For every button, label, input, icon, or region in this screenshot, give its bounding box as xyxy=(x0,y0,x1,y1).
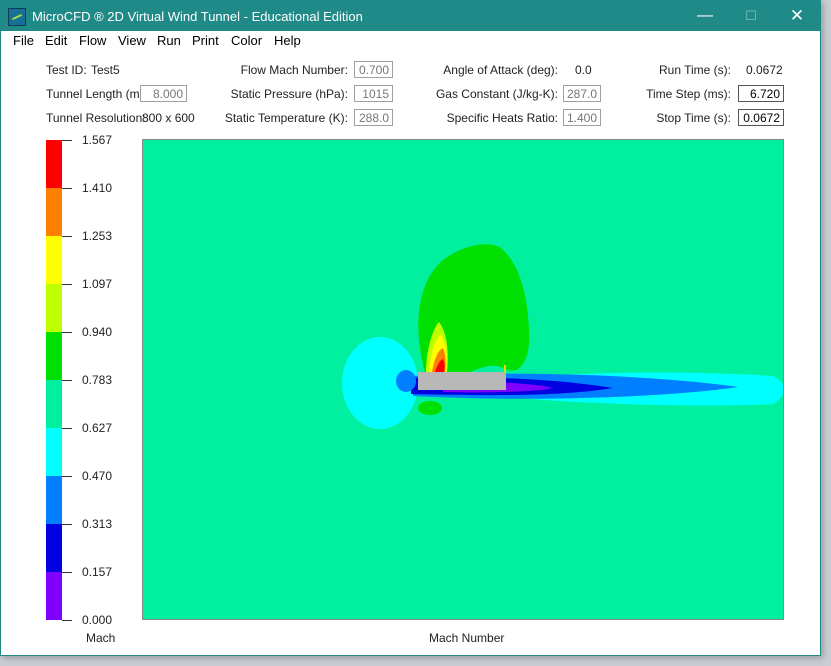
flow-mach-label: Flow Mach Number: xyxy=(240,63,348,77)
legend-label: 0.000 xyxy=(82,613,113,627)
angle-of-attack-value: 0.0 xyxy=(575,63,592,77)
stop-time-field[interactable]: 0.0672 xyxy=(738,109,784,126)
legend-label: 0.783 xyxy=(82,373,113,387)
upstream-low-mach-region xyxy=(342,337,418,429)
static-temperature-label: Static Temperature (K): xyxy=(224,111,348,125)
mach-contour-svg xyxy=(342,244,785,429)
lower-lobe-region xyxy=(418,401,442,415)
legend-tick xyxy=(62,380,72,381)
static-pressure-field[interactable]: 1015 xyxy=(354,85,393,102)
tail-marker xyxy=(504,365,506,373)
window-title: MicroCFD ® 2D Virtual Wind Tunnel - Educ… xyxy=(32,9,363,24)
legend-swatch-8 xyxy=(46,524,62,572)
legend-label: 0.940 xyxy=(82,325,113,339)
title-bar[interactable]: MicroCFD ® 2D Virtual Wind Tunnel - Educ… xyxy=(1,1,820,31)
test-id-value: Test5 xyxy=(91,63,120,77)
legend-label: 0.313 xyxy=(82,517,113,531)
legend-tick xyxy=(62,236,72,237)
menu-run[interactable]: Run xyxy=(157,33,181,48)
static-temperature-field[interactable]: 288.0 xyxy=(354,109,393,126)
legend-swatch-0 xyxy=(46,140,62,188)
legend-swatch-7 xyxy=(46,476,62,524)
tunnel-length-field[interactable]: 8.000 xyxy=(140,85,187,102)
gas-constant-field[interactable]: 287.0 xyxy=(563,85,601,102)
run-time-value: 0.0672 xyxy=(746,63,783,77)
menu-flow[interactable]: Flow xyxy=(79,33,107,48)
menu-help[interactable]: Help xyxy=(274,33,301,48)
legend-tick xyxy=(62,188,72,189)
tunnel-resolution-label: Tunnel Resolution: xyxy=(46,111,146,125)
time-step-field[interactable]: 6.720 xyxy=(738,85,784,102)
menu-edit[interactable]: Edit xyxy=(45,33,68,48)
legend-tick xyxy=(62,524,72,525)
menu-file[interactable]: File xyxy=(13,33,34,48)
flow-field-plot[interactable] xyxy=(142,139,785,620)
legend-label: 1.253 xyxy=(82,229,113,243)
minimize-button[interactable]: — xyxy=(697,7,713,24)
legend-swatch-1 xyxy=(46,188,62,236)
close-button[interactable]: ✕ xyxy=(789,6,805,25)
gas-constant-label: Gas Constant (J/kg-K): xyxy=(435,87,558,101)
legend-title: Mach xyxy=(86,631,116,645)
legend-tick xyxy=(62,476,72,477)
time-step-label: Time Step (ms): xyxy=(646,87,731,101)
specific-heats-label: Specific Heats Ratio: xyxy=(446,111,558,125)
legend-label: 0.157 xyxy=(82,565,113,579)
run-time-label: Run Time (s): xyxy=(658,63,731,77)
airfoil-body xyxy=(418,372,506,390)
menu-print[interactable]: Print xyxy=(192,33,219,48)
legend-swatch-5 xyxy=(46,380,62,428)
maximize-button[interactable]: ☐ xyxy=(745,8,757,23)
color-legend xyxy=(46,140,62,620)
legend-swatch-9 xyxy=(46,572,62,620)
flow-mach-field[interactable]: 0.700 xyxy=(354,61,393,78)
legend-label: 0.470 xyxy=(82,469,113,483)
legend-tick xyxy=(62,620,72,621)
app-icon[interactable] xyxy=(8,8,26,26)
specific-heats-field[interactable]: 1.400 xyxy=(563,109,601,126)
legend-tick xyxy=(62,428,72,429)
legend-swatch-3 xyxy=(46,284,62,332)
menu-bar: File Edit Flow View Run Print Color Help xyxy=(1,31,820,51)
legend-label: 1.567 xyxy=(82,133,113,147)
shock-region-red xyxy=(435,359,445,372)
tunnel-resolution-value: 800 x 600 xyxy=(142,111,195,125)
nose-stagnation-region xyxy=(396,370,416,392)
menu-view[interactable]: View xyxy=(118,33,146,48)
legend-swatch-6 xyxy=(46,428,62,476)
legend-label: 1.410 xyxy=(82,181,113,195)
static-pressure-label: Static Pressure (hPa): xyxy=(230,87,348,101)
app-window: MicroCFD ® 2D Virtual Wind Tunnel - Educ… xyxy=(0,0,821,656)
legend-tick xyxy=(62,284,72,285)
menu-color[interactable]: Color xyxy=(231,33,263,48)
angle-of-attack-label: Angle of Attack (deg): xyxy=(443,63,558,77)
legend-tick xyxy=(62,332,72,333)
plot-caption: Mach Number xyxy=(429,631,505,645)
legend-swatch-4 xyxy=(46,332,62,380)
legend-tick xyxy=(62,140,72,141)
client-area: Test ID: Test5 Tunnel Length (m): 8.000 … xyxy=(1,51,820,655)
tunnel-length-label: Tunnel Length (m): xyxy=(46,87,147,101)
legend-tick xyxy=(62,572,72,573)
test-id-label: Test ID: xyxy=(46,63,87,77)
legend-label: 1.097 xyxy=(82,277,113,291)
legend-label: 0.627 xyxy=(82,421,113,435)
legend-swatch-2 xyxy=(46,236,62,284)
stop-time-label: Stop Time (s): xyxy=(656,111,731,125)
